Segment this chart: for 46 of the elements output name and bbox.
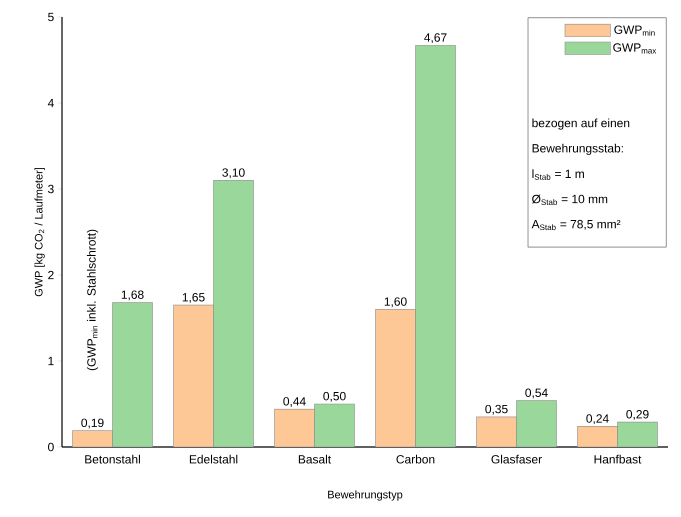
bar	[617, 422, 658, 447]
y-tick-label: 0	[48, 442, 54, 452]
annotation: A$_{Stab}$ = 78,5 mm²	[532, 220, 620, 230]
data-label: 0,35	[485, 404, 508, 415]
bar	[314, 404, 355, 447]
bar	[72, 430, 113, 447]
data-label: 0,54	[525, 388, 548, 398]
data-label: 0,29	[626, 410, 649, 420]
bar	[173, 304, 214, 447]
annotation: bezogen auf einen	[532, 118, 630, 130]
legend-label: GWP$_{max}$	[613, 43, 656, 54]
legend-label: GWP$_{min}$	[614, 25, 655, 36]
bar	[213, 180, 254, 447]
y-tick-label: 4	[48, 98, 54, 108]
data-label: 0,19	[81, 418, 104, 428]
bar	[274, 408, 315, 447]
x-axis-title: Bewehrungstyp	[328, 490, 402, 501]
data-label: 0,24	[586, 414, 609, 424]
data-label: 0,50	[323, 392, 346, 402]
x-tick-label: Hanfbast	[594, 454, 642, 464]
bar	[415, 45, 456, 447]
data-label: 0,44	[283, 397, 306, 407]
annotation: l$_{Stab}$ = 1 m	[532, 169, 584, 180]
x-tick-label: Basalt	[298, 454, 332, 464]
data-label: 1,60	[384, 297, 407, 308]
annotation: Bewehrungsstab:	[532, 144, 623, 155]
annotation: (GWP$_{min}$ inkl. Stahlschrott)	[86, 230, 98, 370]
bar	[516, 400, 557, 447]
y-tick-label: 2	[48, 270, 54, 280]
bar	[577, 426, 618, 447]
x-tick-label: Edelstahl	[190, 454, 238, 464]
y-tick-label: 1	[48, 356, 54, 366]
data-label: 1,68	[122, 290, 144, 300]
annotation: Ø$_{Stab}$ = 10 mm	[532, 194, 608, 206]
x-tick-label: Betonstahl	[85, 454, 140, 464]
data-label: 4,67	[424, 33, 447, 44]
bar	[375, 309, 416, 447]
bar	[476, 416, 517, 447]
x-tick-label: Glasfaser	[492, 454, 542, 464]
data-label: 1,65	[182, 293, 205, 303]
y-axis-title: GWP [kg CO$_{2}$ / Laufmeter]	[34, 168, 45, 296]
y-tick-label: 3	[48, 184, 54, 194]
data-label: 3,10	[222, 168, 245, 178]
bar	[112, 302, 153, 447]
y-tick-label: 5	[48, 12, 54, 22]
x-tick-label: Carbon	[396, 454, 434, 464]
